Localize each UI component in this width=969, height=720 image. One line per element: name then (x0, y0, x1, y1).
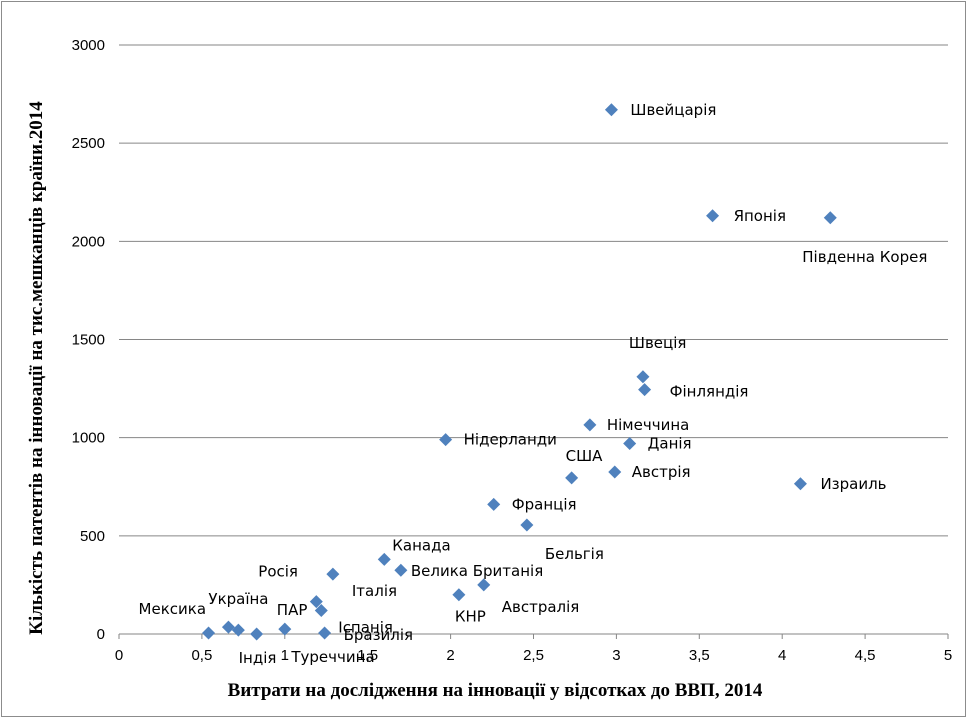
y-tick-label: 500 (80, 528, 105, 545)
data-label: Австрія (632, 463, 691, 481)
x-tick-label: 4,5 (855, 647, 876, 664)
y-tick-label: 1500 (72, 332, 105, 349)
data-point (565, 471, 579, 485)
data-label: Данія (648, 435, 692, 453)
data-point (520, 518, 534, 532)
data-point (202, 626, 216, 640)
data-label: ПАР (277, 601, 308, 619)
data-point (278, 622, 292, 636)
data-label: Швеція (629, 334, 687, 352)
x-tick-label: 1,5 (357, 647, 378, 664)
x-tick-label: 3,5 (689, 647, 710, 664)
data-label: Фінляндія (670, 383, 749, 401)
data-point (604, 103, 618, 117)
x-axis-title: Витрати на дослідження на інновації у ві… (228, 680, 763, 701)
data-point (638, 383, 652, 397)
data-point (706, 209, 720, 223)
data-label: США (566, 447, 604, 465)
data-point (326, 567, 340, 581)
data-point (583, 418, 597, 432)
grid-lines (119, 44, 948, 537)
data-point (309, 595, 323, 609)
point-labels: Швейцарія Японія Південна Корея Швеція Фінля… (139, 101, 928, 667)
data-label: Туреччина (290, 648, 374, 666)
data-point (793, 477, 807, 491)
data-label: Бельгія (545, 545, 604, 563)
data-label: Німеччина (607, 416, 689, 434)
data-label: Швейцарія (630, 101, 716, 119)
data-label: КНР (455, 608, 486, 626)
data-label: Росія (258, 563, 298, 581)
x-tick-label: 5 (944, 647, 952, 664)
data-label: Італія (352, 582, 397, 600)
x-tick-label: 2 (446, 647, 454, 664)
data-label: Австралія (502, 598, 580, 616)
data-point (377, 552, 391, 566)
data-label: Південна Корея (802, 248, 927, 266)
data-label: Бразилія (344, 626, 414, 644)
x-tick-label: 2,5 (523, 647, 544, 664)
data-point (221, 620, 235, 634)
data-label: Індія (239, 649, 277, 667)
data-label: Україна (208, 590, 268, 608)
data-label: Израиль (820, 475, 886, 493)
x-tick-label: 3 (612, 647, 620, 664)
data-point (452, 588, 466, 602)
data-point (231, 623, 245, 637)
data-point (439, 433, 453, 447)
data-point (318, 626, 332, 640)
data-point (636, 370, 650, 384)
data-points (202, 103, 837, 641)
x-tick-label: 1 (281, 647, 289, 664)
data-label: Японія (734, 207, 786, 225)
y-axis-title: Кількість патентів на інновації на тис.м… (26, 101, 47, 635)
y-tick-label: 2000 (72, 233, 105, 250)
data-point (823, 211, 837, 225)
x-tick-label: 4 (778, 647, 786, 664)
data-label: Мексика (139, 600, 206, 618)
y-tick-label: 1000 (72, 430, 105, 447)
x-tick-label: 0,5 (191, 647, 212, 664)
x-tick-label: 0 (115, 647, 123, 664)
y-tick-label: 0 (97, 626, 105, 643)
data-label: Велика Британія (411, 562, 543, 580)
data-label: Канада (392, 536, 450, 554)
data-point (394, 563, 408, 577)
data-point (487, 497, 501, 511)
y-tick-label: 3000 (72, 37, 105, 54)
data-point (250, 627, 264, 641)
y-tick-label: 2500 (72, 135, 105, 152)
data-point (314, 603, 328, 617)
x-tick-labels: 0 0,5 1 1,5 2 2,5 3 3,5 4 4,5 5 (115, 634, 952, 664)
data-point (608, 465, 622, 479)
data-point (477, 578, 491, 592)
y-tick-labels: 0 500 1000 1500 2000 2500 3000 (72, 37, 105, 643)
data-label: Нідерланди (464, 431, 557, 449)
data-point (623, 437, 637, 451)
data-label: Франція (512, 495, 577, 513)
data-label: Іспанія (338, 618, 393, 636)
